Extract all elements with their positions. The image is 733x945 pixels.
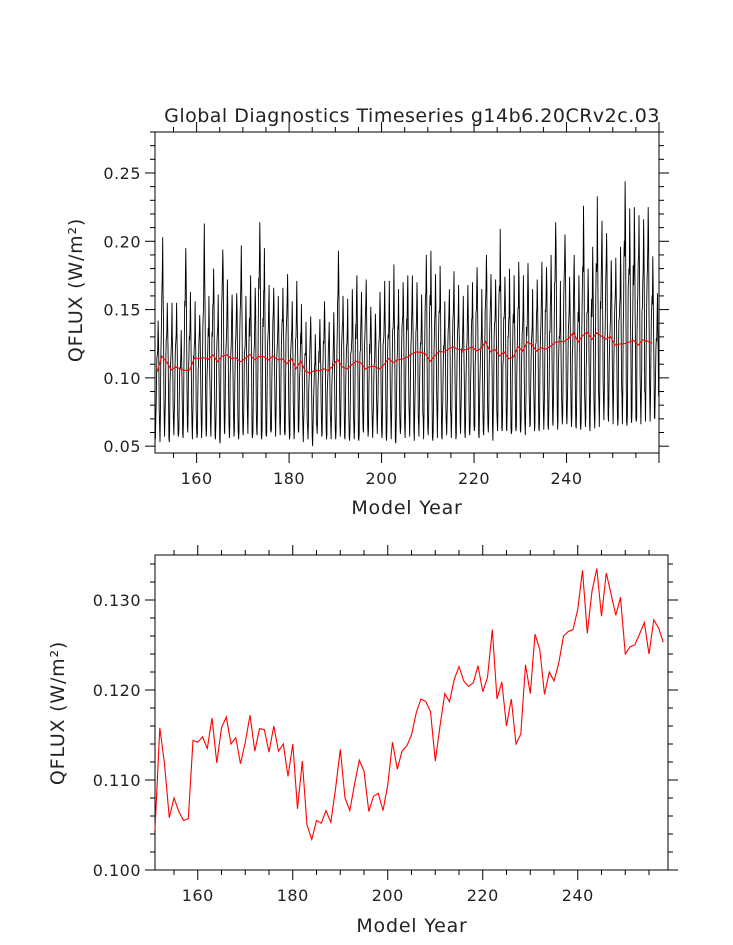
bottom-xtick-labels: 160 180 200 220 240 [182,886,594,905]
top-xlabel: Model Year [351,497,462,519]
top-monthly-series [154,181,660,447]
bottom-xtick-label: 240 [562,886,594,905]
top-panel: 0.05 0.10 0.15 0.20 0.25 160 180 200 220 240 QFL… [65,122,669,519]
top-xtick-labels: 160 180 200 220 240 [181,469,582,488]
bottom-ylabel: QFLUX (W/m²) [47,641,69,785]
bottom-xlabel: Model Year [356,915,467,937]
top-xtick-label: 160 [181,469,213,488]
bottom-ytick-label: 0.130 [93,591,141,610]
monthly-series-line [154,181,660,447]
top-ytick-labels: 0.05 0.10 0.15 0.20 0.25 [103,164,141,456]
bottom-ylabel-text: QFLUX (W/m²) [47,641,69,785]
top-ytick-label: 0.15 [103,301,141,320]
top-ylabel: QFLUX (W/m²) [65,218,87,362]
top-xtick-label: 180 [273,469,305,488]
top-annual-mean-series [156,331,653,374]
annual-mean-line-bottom [154,568,664,842]
bottom-ytick-labels: 0.100 0.110 0.120 0.130 [93,591,141,880]
top-xtick-label: 200 [366,469,398,488]
bottom-xtick-label: 160 [182,886,214,905]
top-ytick-label: 0.20 [103,232,141,251]
bottom-xtick-label: 220 [467,886,499,905]
bottom-axis-ticks [145,545,678,880]
annual-mean-line-top [156,331,653,374]
chart-title: Global Diagnostics Timeseries g14b6.20CR… [164,105,660,127]
top-axis-ticks [145,122,669,463]
top-ylabel-text: QFLUX (W/m²) [65,218,87,362]
top-ytick-label: 0.05 [103,437,141,456]
top-xtick-label: 220 [458,469,490,488]
top-ytick-label: 0.25 [103,164,141,183]
bottom-panel: 0.100 0.110 0.120 0.130 160 180 200 220 240 QFL… [47,545,678,937]
top-plot-frame [154,131,660,454]
bottom-ytick-label: 0.110 [93,771,141,790]
bottom-ytick-label: 0.120 [93,681,141,700]
bottom-xtick-label: 180 [277,886,309,905]
bottom-ytick-label: 0.100 [93,861,141,880]
top-ytick-label: 0.10 [103,369,141,388]
bottom-annual-mean-series [154,568,664,842]
bottom-xtick-label: 200 [372,886,404,905]
top-xtick-label: 240 [550,469,582,488]
